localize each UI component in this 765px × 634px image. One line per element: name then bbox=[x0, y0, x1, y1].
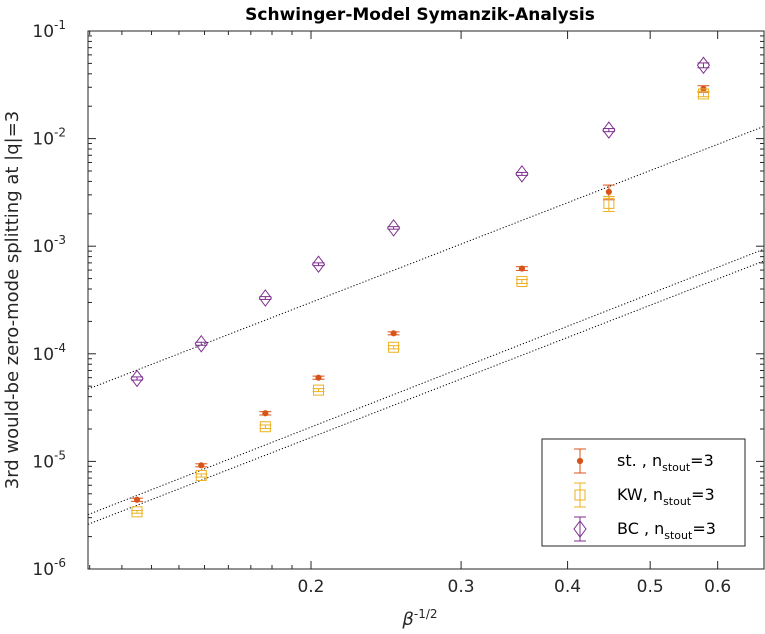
legend-label: BC , nstout=3 bbox=[617, 519, 716, 542]
data-point bbox=[697, 88, 709, 100]
x-tick-label: 0.4 bbox=[554, 577, 581, 597]
data-point bbox=[605, 188, 612, 195]
y-tick-label: 10-5 bbox=[32, 448, 66, 472]
data-point bbox=[194, 334, 208, 353]
plot-frame bbox=[87, 30, 765, 570]
data-point bbox=[258, 289, 272, 307]
data-point bbox=[130, 369, 144, 388]
legend-box bbox=[541, 438, 746, 547]
data-point bbox=[311, 255, 326, 274]
y-tick-label: 10-6 bbox=[32, 556, 66, 580]
x-tick-label: 0.6 bbox=[704, 577, 731, 597]
data-point bbox=[195, 469, 207, 481]
data-point bbox=[388, 341, 400, 353]
legend-marker bbox=[576, 457, 584, 465]
data-point bbox=[131, 506, 143, 518]
y-axis: 10-6 10-5 10-4 10-3 10-2 10-1 bbox=[32, 18, 764, 580]
x-axis: 0.2 0.3 0.4 0.5 0.6 bbox=[89, 31, 731, 597]
data-point bbox=[390, 330, 397, 337]
data-point bbox=[602, 121, 616, 139]
legend-marker bbox=[574, 489, 586, 501]
fit-line bbox=[87, 248, 765, 516]
data-point bbox=[315, 374, 322, 381]
series-dot bbox=[131, 85, 710, 503]
legend: st. , nstout=3 KW, nstout=3 BC , nstout=3 bbox=[541, 438, 746, 547]
data-point bbox=[198, 462, 205, 469]
x-tick-label: 0.2 bbox=[297, 577, 324, 597]
series-square bbox=[131, 88, 710, 518]
data-point bbox=[313, 384, 325, 396]
legend-label: st. , nstout=3 bbox=[617, 451, 714, 474]
data-series bbox=[130, 56, 711, 518]
y-tick-label: 10-2 bbox=[32, 126, 66, 150]
fit-line bbox=[87, 125, 765, 390]
legend-label: KW, nstout=3 bbox=[617, 485, 715, 508]
fit-lines bbox=[87, 125, 765, 525]
x-tick-label: 0.3 bbox=[448, 577, 475, 597]
y-tick-label: 10-1 bbox=[32, 18, 66, 42]
data-point bbox=[133, 496, 141, 503]
x-axis-label: β-1/2 bbox=[401, 607, 437, 630]
data-point bbox=[515, 165, 529, 183]
data-point bbox=[259, 421, 271, 433]
data-point bbox=[518, 265, 526, 272]
chart-title: Schwinger-Model Symanzik-Analysis bbox=[245, 5, 595, 25]
data-point bbox=[603, 197, 615, 209]
data-point bbox=[516, 275, 528, 287]
data-point bbox=[262, 410, 269, 417]
data-point bbox=[386, 219, 401, 237]
legend-marker bbox=[573, 520, 587, 538]
data-point bbox=[696, 56, 711, 75]
y-axis-label: 3rd would-be zero-mode splitting at |q|=… bbox=[2, 111, 23, 489]
y-tick-label: 10-3 bbox=[32, 233, 66, 257]
fit-line bbox=[87, 260, 765, 525]
series-diamond bbox=[130, 56, 711, 388]
y-tick-label: 10-4 bbox=[32, 341, 66, 365]
x-tick-label: 0.5 bbox=[637, 577, 664, 597]
